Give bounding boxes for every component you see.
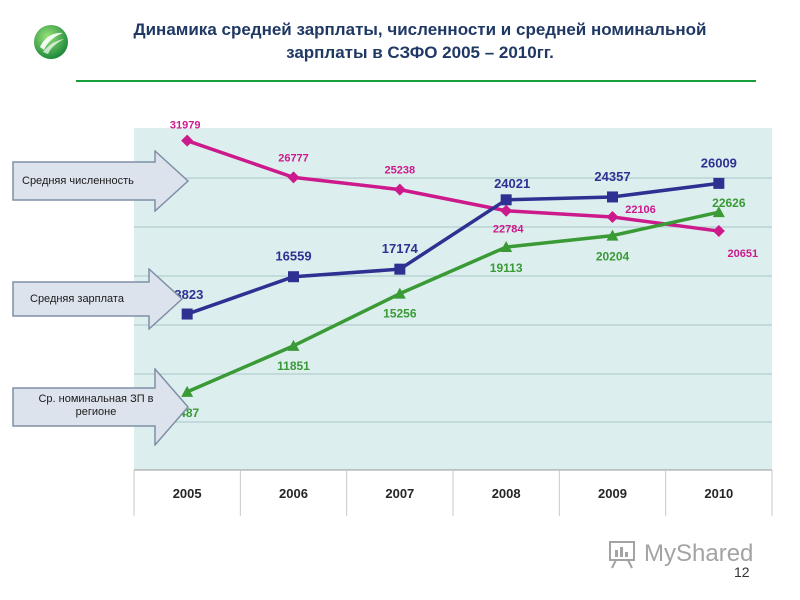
title-line-1: Динамика средней зарплаты, численности и… — [133, 20, 707, 39]
callout-label-headcount: Средняя численность — [22, 175, 134, 187]
data-label-1-5: 26009 — [701, 155, 737, 170]
data-label-0-3: 22784 — [493, 224, 524, 236]
watermark: MyShared — [608, 538, 753, 570]
page-number: 12 — [734, 564, 750, 580]
x-tick-label-2010: 2010 — [704, 486, 733, 501]
point-1-2 — [394, 263, 406, 275]
point-0-5 — [712, 225, 725, 238]
callout-arrow-headcount — [12, 150, 190, 212]
point-2-0 — [181, 385, 194, 397]
point-0-0 — [181, 134, 194, 147]
series-line-0 — [186, 139, 720, 233]
x-tick-label-2006: 2006 — [279, 486, 308, 501]
point-1-1 — [288, 271, 299, 283]
callout-label-nominal-line-2: регионе — [75, 406, 117, 418]
x-tick-label-2009: 2009 — [598, 486, 627, 501]
data-label-0-0: 31979 — [170, 120, 201, 132]
x-tick-label-2007: 2007 — [385, 486, 414, 501]
x-tick-label-2008: 2008 — [492, 486, 521, 501]
series-line-2 — [186, 210, 720, 394]
data-label-2-5: 22626 — [712, 196, 746, 210]
page-title: Динамика средней зарплаты, численности и… — [80, 18, 760, 64]
point-1-5 — [713, 177, 725, 189]
data-label-1-1: 16559 — [275, 249, 311, 264]
x-tick-label-2005: 2005 — [173, 486, 202, 501]
point-1-3 — [500, 194, 512, 206]
watermark-icon — [609, 541, 635, 569]
title-line-2: зарплаты в СЗФО 2005 – 2010гг. — [286, 43, 554, 62]
point-1-4 — [607, 191, 618, 203]
data-label-2-3: 19113 — [490, 261, 523, 275]
data-label-1-3: 24021 — [494, 176, 530, 191]
point-2-2 — [393, 287, 406, 299]
data-label-1-2: 17174 — [382, 241, 419, 256]
data-label-0-2: 25238 — [385, 165, 416, 177]
plot-area — [134, 128, 772, 470]
data-label-2-1: 11851 — [277, 359, 310, 373]
data-label-0-1: 26777 — [278, 152, 309, 164]
point-2-4 — [606, 229, 619, 241]
point-2-5 — [712, 206, 725, 218]
title-underline — [76, 80, 756, 82]
point-2-3 — [500, 241, 513, 253]
callout-label-nominal: Ср. номинальная ЗП в регионе — [26, 393, 166, 419]
point-1-0 — [181, 308, 193, 320]
logo-icon — [34, 25, 68, 59]
point-2-1 — [287, 339, 300, 351]
point-0-1 — [287, 171, 300, 184]
callout-label-nominal-line-1: Ср. номинальная ЗП в — [38, 393, 154, 405]
data-label-2-4: 20204 — [596, 250, 630, 264]
point-0-4 — [606, 210, 619, 223]
data-label-0-4: 22106 — [625, 204, 656, 216]
point-0-3 — [500, 204, 513, 217]
series-line-1 — [186, 181, 720, 316]
callout-arrow-nominal — [12, 368, 189, 446]
data-label-1-4: 24357 — [594, 169, 630, 184]
data-label-2-2: 15256 — [383, 307, 417, 321]
watermark-text: MyShared — [644, 540, 754, 567]
point-0-2 — [393, 183, 406, 196]
callout-label-salary: Средняя зарплата — [30, 293, 124, 305]
data-label-0-5: 20651 — [728, 248, 759, 260]
callout-arrow-salary — [12, 268, 184, 330]
